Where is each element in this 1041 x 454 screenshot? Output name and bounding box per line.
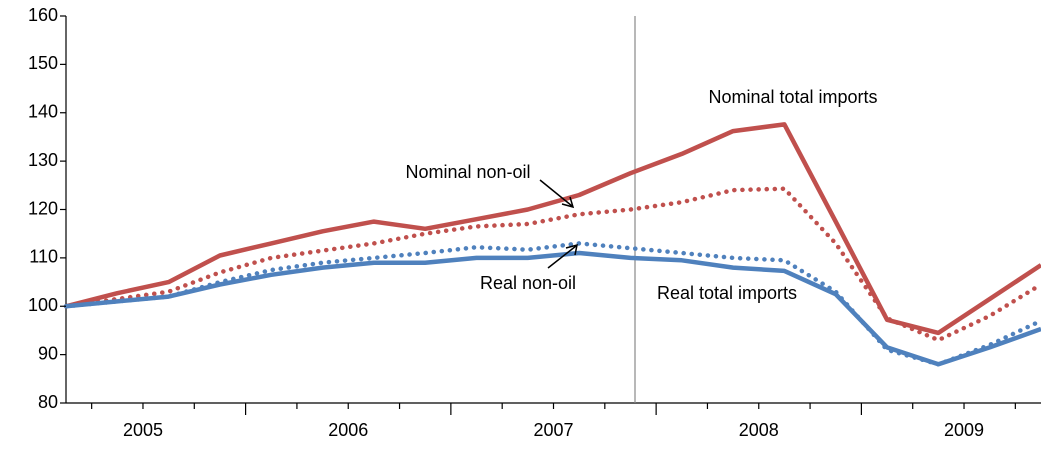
arrow	[539, 179, 573, 207]
series-line	[65, 250, 1041, 367]
x-tick-label: 2006	[328, 420, 368, 440]
y-tick-label: 150	[28, 53, 58, 73]
series-line	[63, 186, 1041, 343]
y-tick-label: 160	[28, 5, 58, 25]
annotation: Nominal non-oil	[405, 162, 530, 182]
y-tick-label: 140	[28, 102, 58, 122]
arrow-head	[561, 196, 575, 209]
annotation-arrows	[539, 179, 578, 269]
x-tick-label: 2005	[123, 420, 163, 440]
y-tick-label: 110	[29, 247, 58, 267]
series-line	[65, 122, 1041, 336]
annotation: Nominal total imports	[708, 87, 877, 107]
annotation: Real non-oil	[480, 273, 576, 293]
y-tick-label: 80	[38, 392, 58, 412]
arrow-head	[565, 243, 578, 256]
y-tick-label: 120	[28, 198, 58, 218]
y-tick-label: 90	[38, 343, 58, 363]
y-tick-label: 130	[28, 150, 58, 170]
x-tick-label: 2009	[944, 420, 984, 440]
y-tick-label: 100	[28, 295, 58, 315]
arrow	[547, 245, 577, 269]
annotation: Real total imports	[657, 283, 797, 303]
x-tick-label: 2008	[739, 420, 779, 440]
x-tick-label: 2007	[533, 420, 573, 440]
